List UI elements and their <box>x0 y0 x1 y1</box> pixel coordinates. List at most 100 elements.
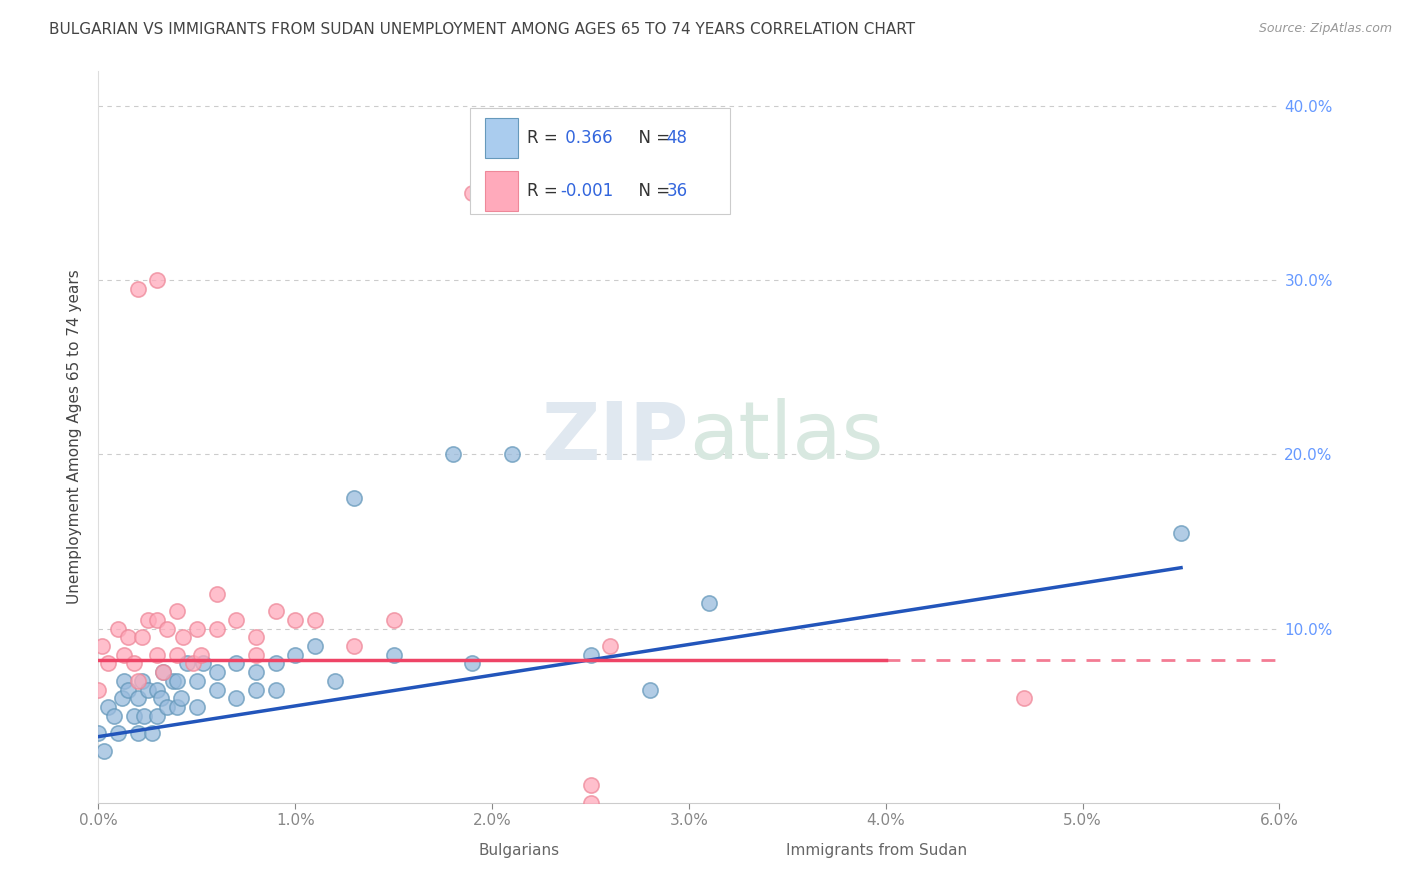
Point <box>127 691 149 706</box>
FancyBboxPatch shape <box>742 836 775 863</box>
Point <box>461 186 484 201</box>
Point <box>599 639 621 653</box>
Point <box>107 622 129 636</box>
Point <box>132 708 155 723</box>
Point <box>152 665 174 680</box>
Point <box>131 673 153 688</box>
Point <box>146 682 169 697</box>
Point <box>323 673 346 688</box>
Point <box>186 622 208 636</box>
Point <box>205 622 228 636</box>
Point <box>162 673 184 688</box>
Point <box>284 648 307 662</box>
Point <box>172 631 194 645</box>
Point <box>191 657 214 671</box>
Point <box>122 708 145 723</box>
Point <box>156 622 179 636</box>
Y-axis label: Unemployment Among Ages 65 to 74 years: Unemployment Among Ages 65 to 74 years <box>67 269 83 605</box>
Point <box>264 682 287 697</box>
Point <box>127 282 149 296</box>
Point <box>638 682 661 697</box>
Point <box>150 691 173 706</box>
Point <box>205 682 228 697</box>
Point <box>245 665 267 680</box>
Point <box>136 613 159 627</box>
Point <box>579 648 602 662</box>
Point <box>112 648 135 662</box>
Point <box>304 639 326 653</box>
Point <box>245 648 267 662</box>
Point <box>117 631 139 645</box>
Point <box>166 673 188 688</box>
Text: 36: 36 <box>666 182 688 200</box>
Point <box>146 708 169 723</box>
Point <box>136 682 159 697</box>
Point <box>697 595 720 609</box>
Point <box>152 665 174 680</box>
Point <box>103 708 125 723</box>
Text: -0.001: -0.001 <box>560 182 613 200</box>
Point <box>225 691 247 706</box>
Point <box>205 587 228 601</box>
Point <box>146 648 169 662</box>
Point <box>97 657 120 671</box>
Point <box>127 673 149 688</box>
Point <box>304 613 326 627</box>
Point <box>91 639 114 653</box>
Point <box>284 613 307 627</box>
Point <box>97 700 120 714</box>
Point <box>225 613 247 627</box>
Text: BULGARIAN VS IMMIGRANTS FROM SUDAN UNEMPLOYMENT AMONG AGES 65 TO 74 YEARS CORREL: BULGARIAN VS IMMIGRANTS FROM SUDAN UNEMP… <box>49 22 915 37</box>
Point <box>122 657 145 671</box>
Text: 0.366: 0.366 <box>560 128 613 146</box>
Text: R =: R = <box>527 128 564 146</box>
Point <box>382 613 405 627</box>
Point <box>170 691 193 706</box>
Text: R =: R = <box>527 182 564 200</box>
Point <box>501 448 523 462</box>
Point <box>107 726 129 740</box>
Point <box>166 648 188 662</box>
Point <box>461 657 484 671</box>
Point <box>186 673 208 688</box>
Point <box>181 657 204 671</box>
Point <box>87 682 110 697</box>
Point <box>343 639 366 653</box>
Point <box>146 273 169 287</box>
Point <box>186 700 208 714</box>
Point <box>264 604 287 618</box>
Point <box>87 726 110 740</box>
Point <box>225 657 247 671</box>
Point <box>127 726 149 740</box>
Point <box>111 691 134 706</box>
Text: 48: 48 <box>666 128 688 146</box>
FancyBboxPatch shape <box>471 108 730 214</box>
Point <box>245 631 267 645</box>
Point <box>117 682 139 697</box>
Point <box>264 657 287 671</box>
Point <box>176 657 198 671</box>
Point <box>1170 525 1192 540</box>
Point <box>343 491 366 505</box>
FancyBboxPatch shape <box>485 118 517 158</box>
Point <box>190 648 212 662</box>
FancyBboxPatch shape <box>485 170 517 211</box>
Point <box>205 665 228 680</box>
Text: N =: N = <box>627 182 675 200</box>
Text: Source: ZipAtlas.com: Source: ZipAtlas.com <box>1258 22 1392 36</box>
Point <box>382 648 405 662</box>
Text: Immigrants from Sudan: Immigrants from Sudan <box>786 843 967 858</box>
Point <box>166 604 188 618</box>
Text: Bulgarians: Bulgarians <box>478 843 560 858</box>
Point <box>146 613 169 627</box>
Text: atlas: atlas <box>689 398 883 476</box>
Point <box>156 700 179 714</box>
FancyBboxPatch shape <box>434 836 468 863</box>
Point <box>141 726 163 740</box>
Text: ZIP: ZIP <box>541 398 689 476</box>
Point <box>112 673 135 688</box>
Point <box>131 631 153 645</box>
Point <box>441 448 464 462</box>
Text: N =: N = <box>627 128 675 146</box>
Point <box>1012 691 1035 706</box>
